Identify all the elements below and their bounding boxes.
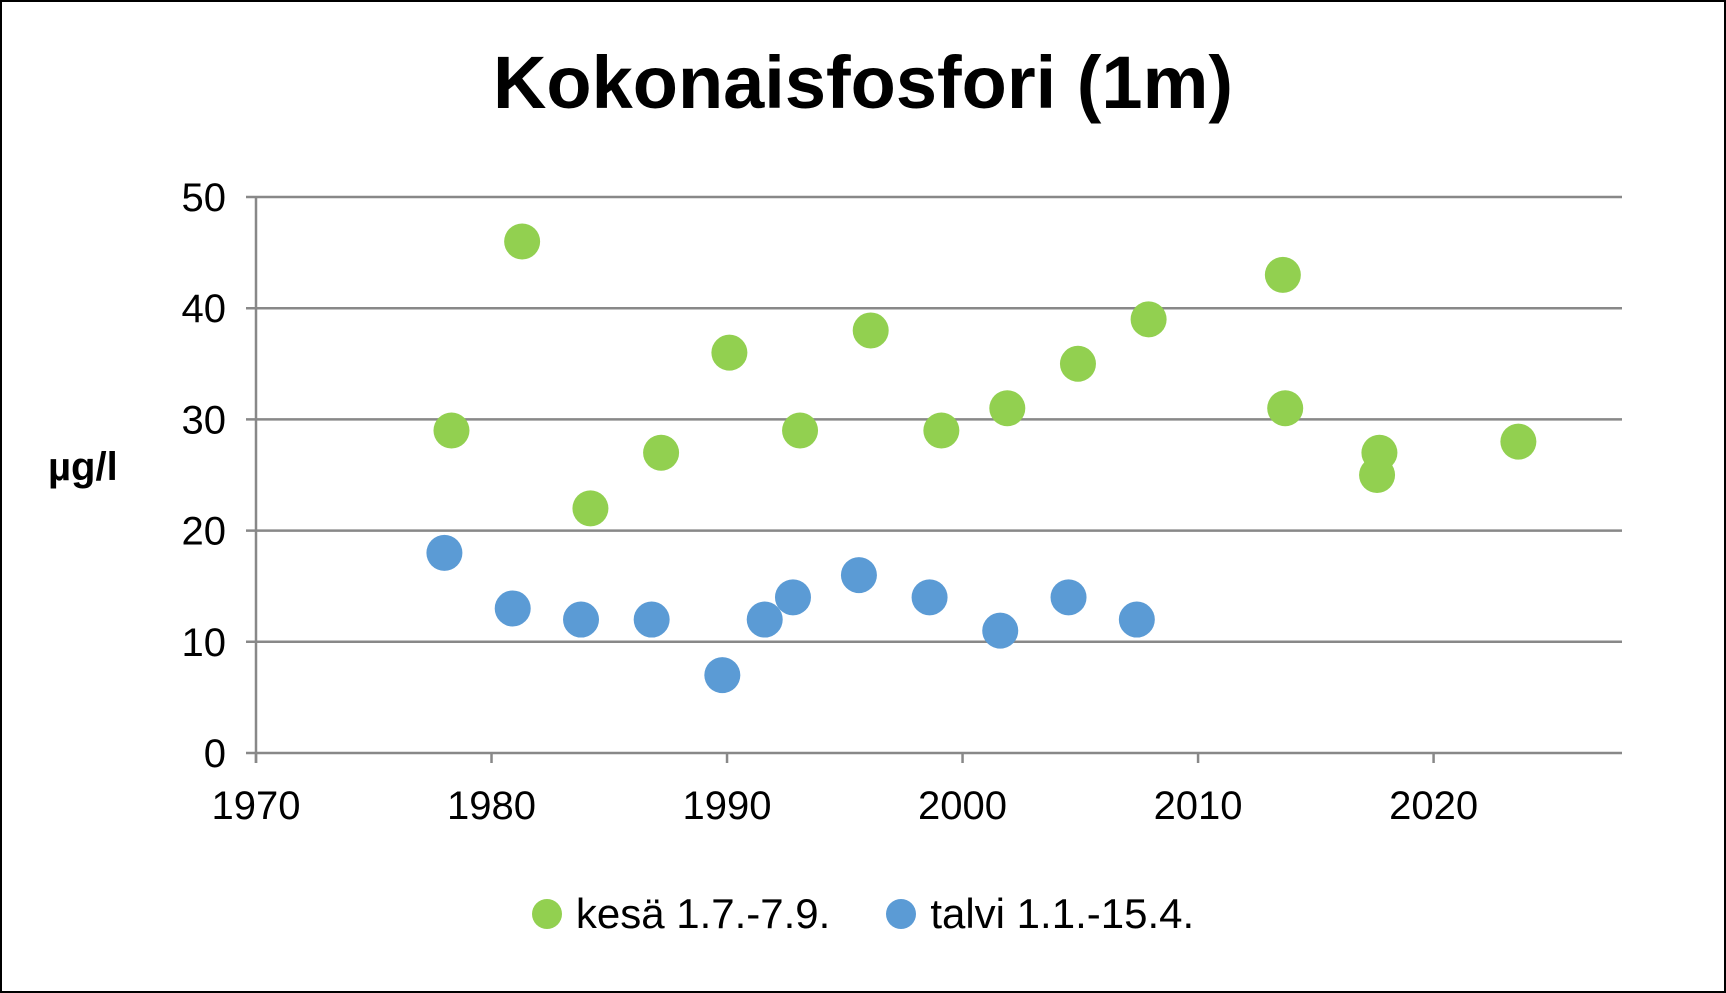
data-point-kesa	[852, 312, 889, 349]
data-point-kesa	[1130, 301, 1167, 338]
legend-label-kesa: kesä 1.7.-7.9.	[575, 890, 831, 937]
y-axis-label: µg/l	[48, 445, 118, 489]
data-point-kesa	[1264, 256, 1301, 293]
x-tick-label: 2010	[1154, 784, 1243, 828]
data-point-talvi	[426, 534, 463, 571]
data-point-kesa	[1500, 423, 1537, 460]
data-point-talvi	[774, 579, 811, 616]
legend-item-talvi: talvi 1.1.-15.4.	[886, 890, 1194, 938]
y-tick-label: 50	[182, 176, 227, 220]
data-point-talvi	[746, 601, 783, 638]
data-point-kesa	[1361, 434, 1398, 471]
data-point-talvi	[840, 557, 877, 594]
y-tick-label: 40	[182, 287, 227, 331]
data-point-kesa	[782, 412, 819, 449]
x-tick-label: 1970	[212, 784, 301, 828]
data-point-talvi	[982, 612, 1019, 649]
x-tick-label: 2000	[918, 784, 1007, 828]
y-tick-label: 30	[182, 398, 227, 442]
data-point-kesa	[989, 390, 1026, 427]
data-point-talvi	[704, 657, 741, 694]
data-point-kesa	[923, 412, 960, 449]
data-point-talvi	[633, 601, 670, 638]
data-point-talvi	[1118, 601, 1155, 638]
x-tick-label: 1990	[683, 784, 772, 828]
legend-item-kesa: kesä 1.7.-7.9.	[531, 890, 831, 938]
data-point-kesa	[643, 434, 680, 471]
chart-title: Kokonaisfosfori (1m)	[492, 41, 1234, 124]
legend-label-talvi: talvi 1.1.-15.4.	[930, 890, 1195, 937]
y-tick-label: 10	[182, 621, 227, 665]
y-tick-label: 0	[204, 732, 226, 776]
data-point-kesa	[711, 334, 748, 371]
data-point-kesa	[433, 412, 470, 449]
data-point-talvi	[911, 579, 948, 616]
data-point-talvi	[1050, 579, 1087, 616]
x-tick-label: 1980	[447, 784, 536, 828]
data-point-kesa	[504, 223, 541, 260]
legend-marker-talvi	[886, 899, 917, 929]
data-point-kesa	[1267, 390, 1304, 427]
data-point-kesa	[1059, 345, 1096, 382]
data-point-talvi	[563, 601, 600, 638]
data-point-talvi	[494, 590, 531, 627]
x-tick-label: 2020	[1389, 784, 1478, 828]
legend: kesä 1.7.-7.9. talvi 1.1.-15.4.	[0, 890, 1726, 938]
data-point-kesa	[572, 490, 609, 527]
y-tick-label: 20	[182, 510, 227, 554]
legend-marker-kesa	[531, 899, 562, 929]
